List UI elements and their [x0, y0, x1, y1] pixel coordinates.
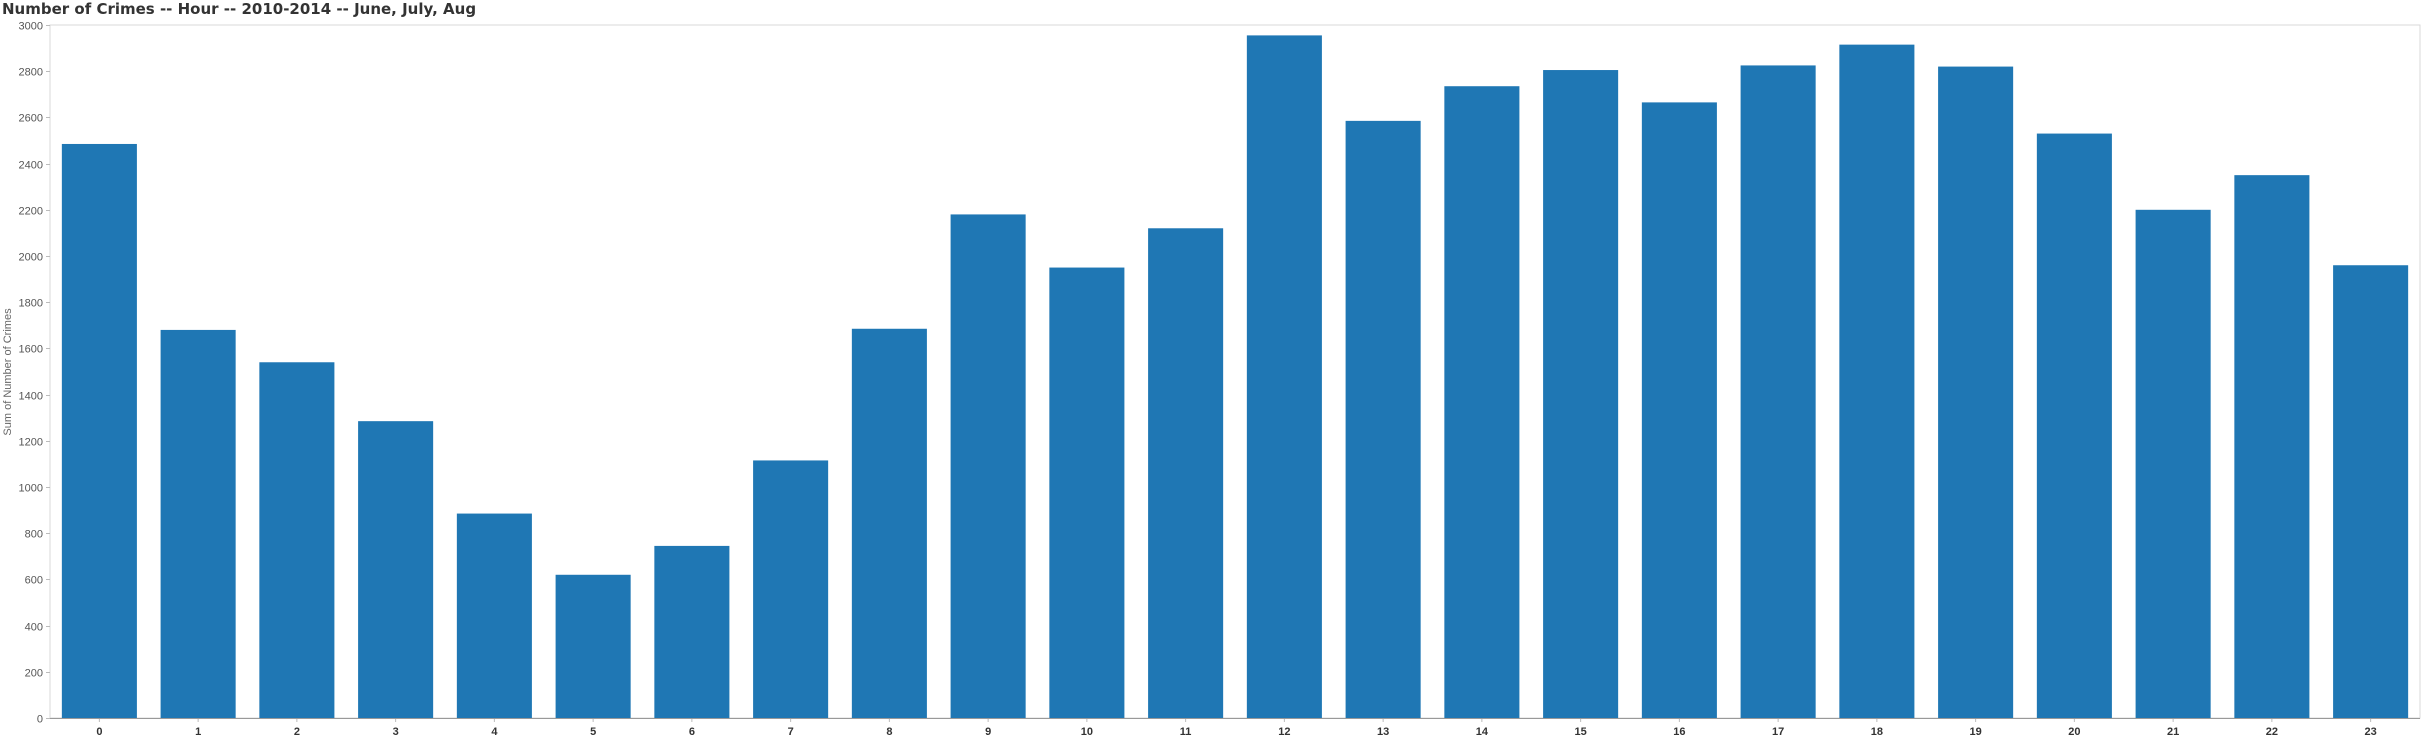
y-tick-label: 2000 [19, 252, 43, 264]
x-tick-label: 4 [491, 726, 498, 738]
x-tick-label: 21 [2167, 726, 2179, 738]
y-tick-label: 1000 [19, 483, 43, 495]
bar-hour-0[interactable] [61, 143, 137, 719]
x-tick-label: 17 [1772, 726, 1784, 738]
x-tick-label: 13 [1377, 726, 1389, 738]
y-tick-label: 200 [25, 668, 43, 680]
bar-hour-17[interactable] [1740, 65, 1816, 719]
y-tick-label: 1800 [19, 298, 43, 310]
bar-hour-20[interactable] [2036, 133, 2112, 718]
bars-group [61, 35, 2409, 719]
bar-hour-10[interactable] [1049, 267, 1125, 718]
bar-hour-15[interactable] [1543, 70, 1619, 719]
bar-hour-7[interactable] [753, 460, 829, 718]
y-axis: 0 200 400 600 800 1000 1200 1400 1600 1800 2000 220… [19, 21, 2421, 726]
x-tick-label: 5 [590, 726, 596, 738]
x-tick-label: 19 [1970, 726, 1982, 738]
bar-hour-9[interactable] [950, 214, 1026, 719]
y-tick-label: 1600 [19, 344, 43, 356]
bar-hour-1[interactable] [160, 329, 236, 718]
x-tick-label: 22 [2266, 726, 2278, 738]
y-tick-label: 2600 [19, 113, 43, 125]
y-axis-label-group: Sum of Number of Crimes [2, 308, 14, 436]
y-tick-label: 800 [25, 529, 43, 541]
bar-hour-13[interactable] [1345, 120, 1421, 719]
bar-hour-23[interactable] [2333, 265, 2409, 718]
x-tick-label: 3 [393, 726, 399, 738]
x-tick-label: 23 [2365, 726, 2377, 738]
y-tick-label: 600 [25, 575, 43, 587]
bar-hour-19[interactable] [1938, 66, 2014, 718]
chart-title: Number of Crimes -- Hour -- 2010-2014 --… [2, 0, 477, 18]
y-tick-label: 2400 [19, 160, 43, 172]
bar-hour-11[interactable] [1148, 228, 1224, 718]
bar-hour-8[interactable] [851, 328, 927, 718]
x-tick-label: 10 [1081, 726, 1093, 738]
bar-hour-5[interactable] [555, 574, 631, 718]
bar-hour-22[interactable] [2234, 175, 2310, 718]
x-tick-label: 1 [195, 726, 201, 738]
y-tick-label: 0 [37, 714, 43, 726]
bar-hour-4[interactable] [456, 513, 532, 718]
bar-hour-18[interactable] [1839, 44, 1915, 718]
x-tick-label: 11 [1180, 726, 1192, 738]
x-tick-label: 6 [689, 726, 695, 738]
x-tick-label: 15 [1575, 726, 1587, 738]
y-tick-label: 1400 [19, 391, 43, 403]
y-tick-label: 400 [25, 622, 43, 634]
bar-hour-3[interactable] [358, 421, 434, 718]
y-tick-label: 2200 [19, 206, 43, 218]
x-axis: 0 1 2 3 4 5 6 7 8 9 10 11 12 13 14 15 16 17 18 19 20 21 22 23 [50, 718, 2420, 738]
x-tick-label: 8 [886, 726, 892, 738]
bar-hour-21[interactable] [2135, 209, 2211, 719]
bar-hour-2[interactable] [259, 362, 335, 718]
bar-hour-12[interactable] [1246, 35, 1322, 718]
x-tick-label: 0 [96, 726, 102, 738]
x-tick-label: 9 [985, 726, 991, 738]
y-tick-label: 2800 [19, 67, 43, 79]
bar-hour-14[interactable] [1444, 86, 1520, 719]
y-tick-label: 1200 [19, 437, 43, 449]
x-tick-label: 14 [1476, 726, 1489, 738]
x-tick-label: 12 [1278, 726, 1290, 738]
x-tick-label: 20 [2068, 726, 2080, 738]
y-tick-label: 3000 [19, 21, 43, 33]
bar-hour-16[interactable] [1641, 102, 1717, 718]
x-tick-label: 7 [788, 726, 794, 738]
x-tick-label: 2 [294, 726, 300, 738]
bar-hour-6[interactable] [654, 545, 730, 718]
x-tick-label: 18 [1871, 726, 1883, 738]
y-axis-label: Sum of Number of Crimes [2, 308, 14, 436]
x-tick-label: 16 [1673, 726, 1685, 738]
